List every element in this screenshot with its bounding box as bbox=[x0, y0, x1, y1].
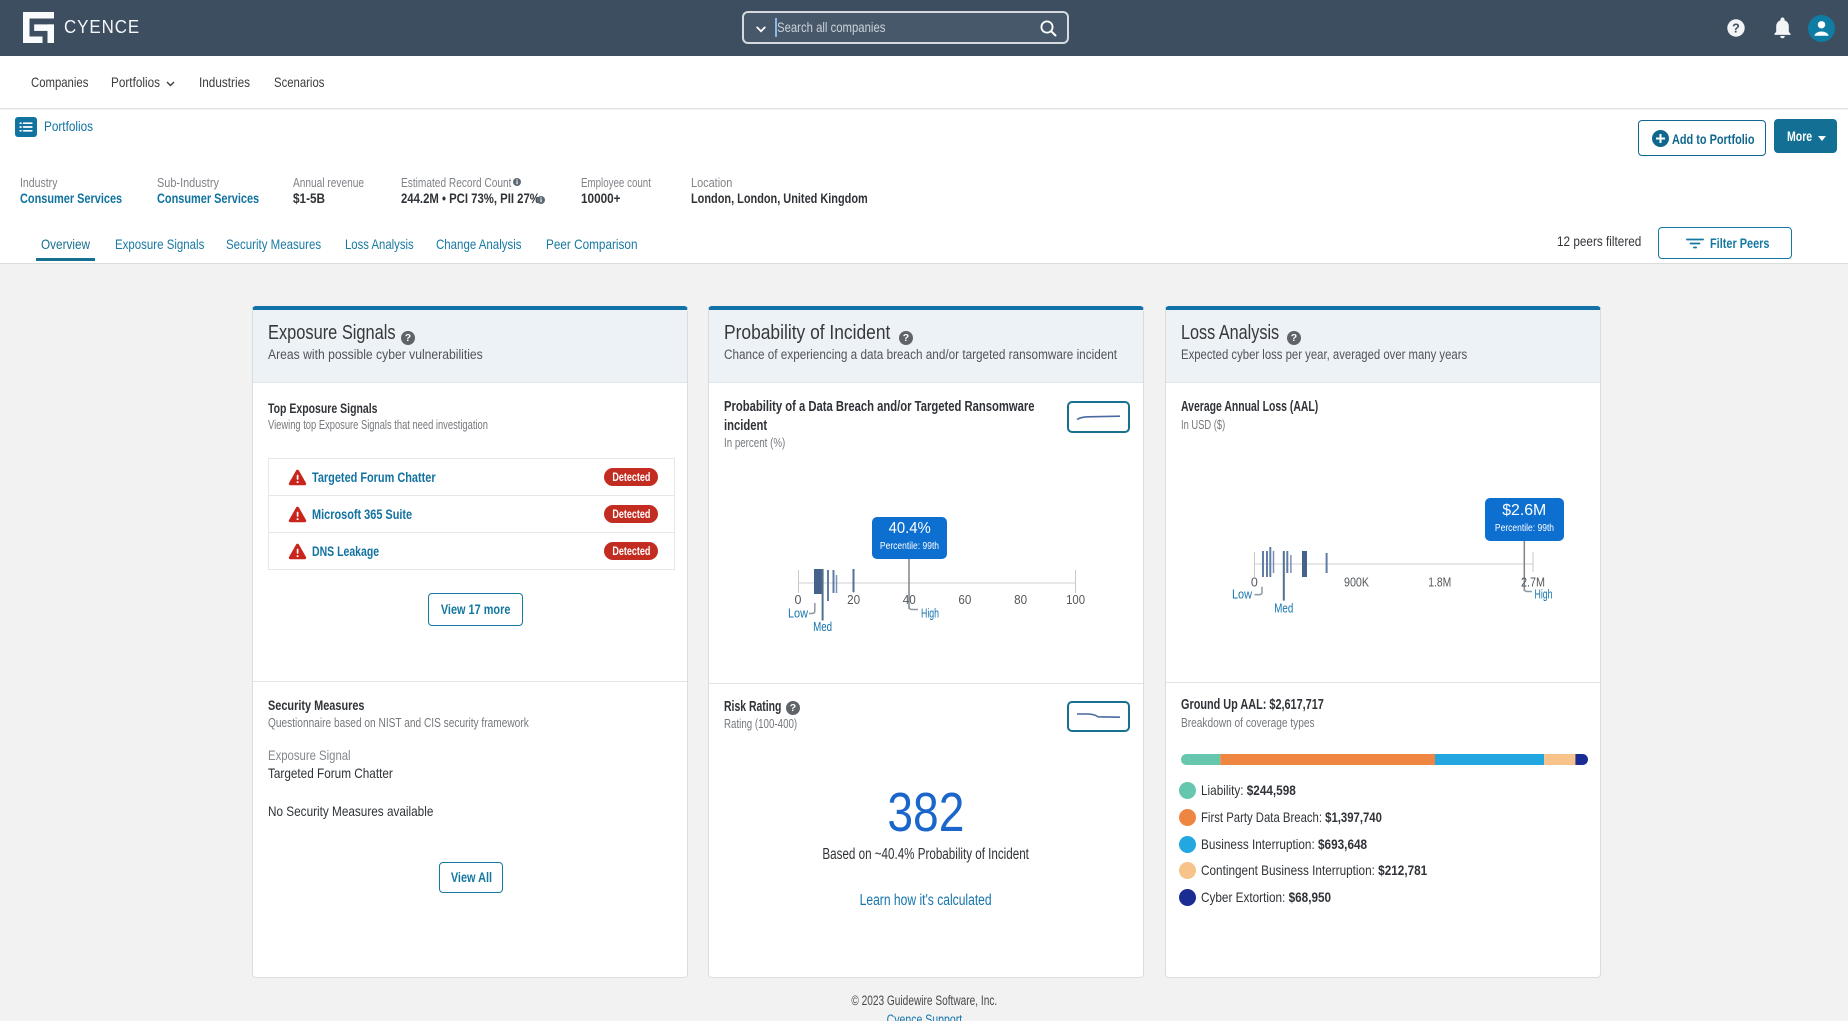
svg-text:0: 0 bbox=[795, 593, 802, 607]
svg-text:0: 0 bbox=[1251, 576, 1258, 590]
svg-text:Low: Low bbox=[1232, 588, 1253, 602]
svg-text:100: 100 bbox=[1066, 593, 1085, 607]
svg-text:60: 60 bbox=[958, 593, 971, 607]
svg-text:?: ? bbox=[1732, 21, 1740, 35]
svg-text:Low: Low bbox=[788, 607, 809, 621]
svg-text:Med: Med bbox=[813, 620, 832, 634]
svg-text:20: 20 bbox=[847, 593, 860, 607]
svg-text:1.8M: 1.8M bbox=[1428, 576, 1451, 590]
svg-text:Med: Med bbox=[1274, 602, 1293, 616]
svg-text:High: High bbox=[921, 607, 939, 621]
svg-text:High: High bbox=[1535, 588, 1553, 602]
svg-text:40: 40 bbox=[903, 593, 916, 607]
svg-text:900K: 900K bbox=[1344, 576, 1370, 590]
svg-text:80: 80 bbox=[1014, 593, 1027, 607]
svg-text:2.7M: 2.7M bbox=[1521, 576, 1545, 590]
